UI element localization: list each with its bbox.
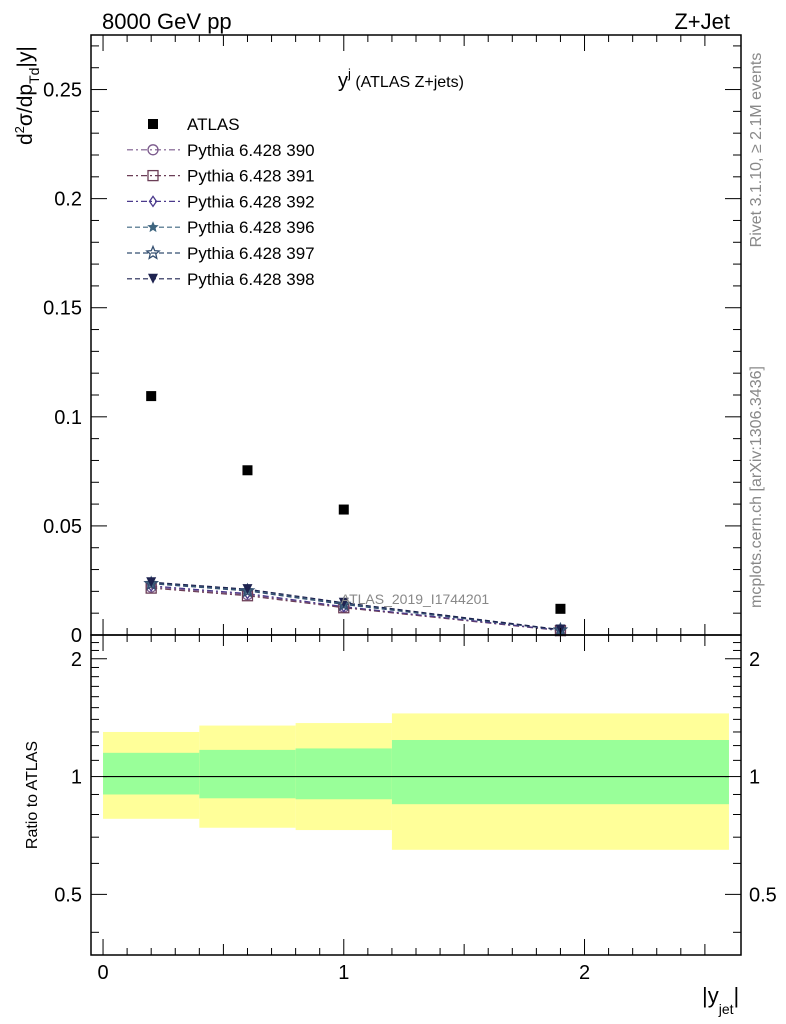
legend-marker: [148, 119, 158, 129]
ratio-tick-label-right: 1: [749, 767, 760, 789]
mc-line-1: [151, 586, 561, 631]
plot-title-sub: (ATLAS Z+jets): [351, 74, 464, 91]
process-header: Z+Jet: [674, 9, 730, 34]
ratio-tick-label-right: 0.5: [749, 884, 777, 906]
mc-line-2: [151, 587, 561, 632]
rivet-version-text: Rivet 3.1.10, ≥ 2.1M events: [748, 53, 765, 248]
x-tick-label: 1: [338, 962, 349, 984]
y-tick-label: 0.2: [54, 189, 82, 211]
y-tick-label: 0.25: [43, 80, 82, 102]
mc-point: [338, 597, 349, 608]
ratio-tick-label-left: 0.5: [54, 884, 82, 906]
axis-ticks: 00.050.10.150.20.250.5 0.51 12 20 1 2: [43, 35, 777, 984]
plot-title-main: y: [338, 70, 348, 92]
ratio-tick-label-left: 1: [71, 767, 82, 789]
mc-lines: [151, 581, 561, 632]
legend-marker: [148, 195, 158, 208]
x-tick-label: 0: [97, 962, 108, 984]
legend-label: Pythia 6.428 391: [187, 167, 315, 186]
ratio-tick-label-left: 2: [71, 649, 82, 671]
legend-label: Pythia 6.428 392: [187, 192, 315, 211]
data-markers: [143, 391, 569, 637]
legend: ATLAS Pythia 6.428 390 Pythia 6.428 391 Pyt…: [127, 115, 315, 289]
ratio-tick-label-right: 2: [749, 649, 760, 671]
mc-line-3: [151, 585, 561, 632]
legend-marker: [145, 244, 161, 260]
y-tick-label: 0.05: [43, 516, 82, 538]
analysis-watermark: ATLAS_2019_I1744201: [341, 591, 490, 607]
y-tick-label: 0.15: [43, 298, 82, 320]
energy-header: 8000 GeV pp: [102, 9, 232, 34]
atlas-point: [242, 465, 253, 476]
mc-line-4: [151, 582, 561, 631]
ratio-band-inner: [199, 749, 296, 799]
ratio-plot-frame: [90, 634, 742, 956]
legend-label: ATLAS: [187, 115, 240, 134]
legend-label: Pythia 6.428 390: [187, 141, 315, 160]
legend-label: Pythia 6.428 397: [187, 244, 315, 263]
y-tick-label: 0.1: [54, 407, 82, 429]
plot-title: yj (ATLAS Z+jets): [338, 66, 464, 92]
legend-marker: [147, 144, 159, 156]
atlas-point: [146, 391, 157, 402]
ratio-band-inner: [391, 740, 729, 805]
legend-marker: [147, 221, 159, 233]
mc-line-6: [151, 581, 561, 631]
ratio-band-inner: [295, 748, 392, 800]
mc-point: [146, 577, 157, 588]
atlas-point: [338, 504, 349, 515]
x-tick-label: 2: [579, 962, 590, 984]
mc-line-5: [151, 583, 561, 631]
legend-label: Pythia 6.428 396: [187, 218, 315, 237]
plot-title-sup: j: [347, 66, 351, 81]
ratio-bands: [103, 713, 729, 850]
atlas-point: [555, 603, 566, 614]
top-y-axis-label: d2σ/dpTd|y|: [12, 46, 42, 145]
legend-marker: [148, 273, 158, 284]
ratio-y-axis-label: Ratio to ATLAS: [24, 741, 41, 849]
legend-label: Pythia 6.428 398: [187, 270, 315, 289]
x-axis-label: |yjet|: [702, 983, 739, 1017]
mc-point: [242, 584, 253, 595]
ratio-band-inner: [103, 752, 200, 795]
legend-marker: [147, 169, 159, 182]
y-tick-label: 0: [71, 625, 82, 647]
mcplots-text: mcplots.cern.ch [arXiv:1306.3436]: [748, 366, 765, 608]
